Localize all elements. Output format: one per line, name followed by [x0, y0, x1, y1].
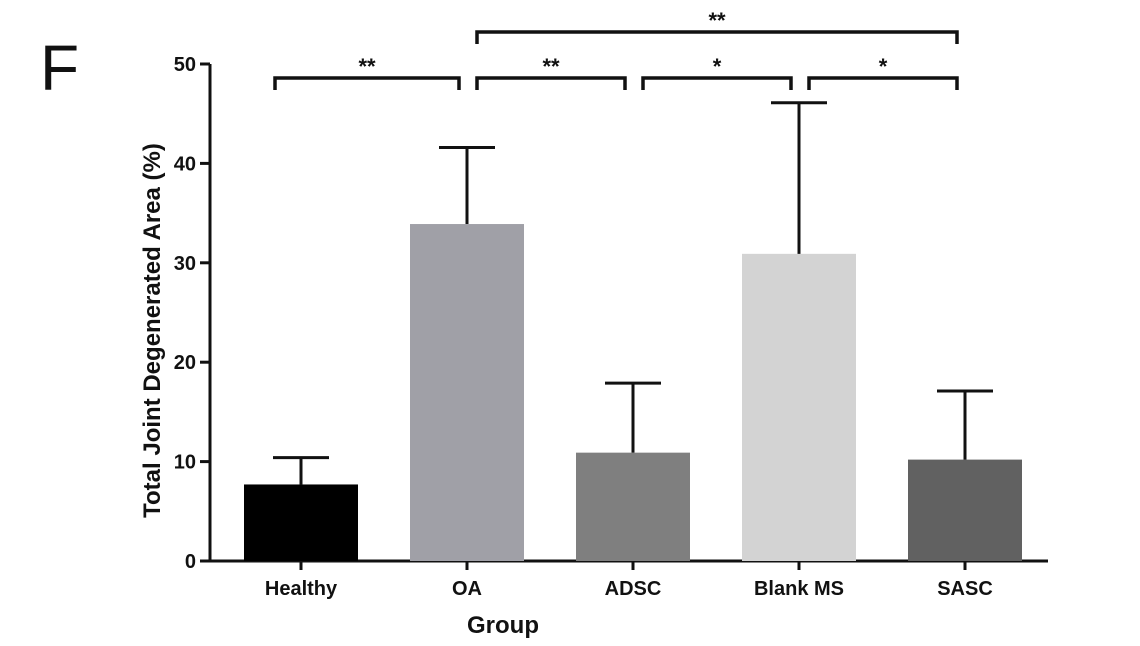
x-tick-label: OA [452, 578, 482, 600]
significance-bracket [475, 76, 627, 90]
bar [576, 452, 690, 561]
significance-label: ** [708, 8, 726, 33]
significance-label: ** [542, 54, 560, 79]
x-tick-label: SASC [937, 578, 993, 600]
x-tick-label: Healthy [265, 578, 338, 600]
y-tick-label: 40 [174, 153, 196, 175]
bar [742, 253, 856, 561]
y-axis-title: Total Joint Degenerated Area (%) [139, 143, 166, 518]
significance-bracket [273, 76, 461, 90]
y-tick-label: 30 [174, 253, 196, 275]
y-tick-label: 0 [185, 551, 196, 573]
bar [410, 224, 524, 561]
x-axis-title: Group [467, 612, 539, 639]
x-tick-label: ADSC [605, 578, 662, 600]
significance-label: * [879, 54, 888, 79]
panel-label: F [40, 32, 79, 104]
significance-bracket [475, 30, 959, 44]
bar [244, 484, 358, 561]
bar [908, 459, 1022, 561]
y-tick-label: 50 [174, 54, 196, 76]
significance-bracket [807, 76, 959, 90]
significance-label: ** [358, 54, 376, 79]
significance-bracket [641, 76, 793, 90]
significance-label: * [713, 54, 722, 79]
x-tick-label: Blank MS [754, 578, 844, 600]
y-tick-label: 10 [174, 452, 196, 474]
y-tick-label: 20 [174, 352, 196, 374]
